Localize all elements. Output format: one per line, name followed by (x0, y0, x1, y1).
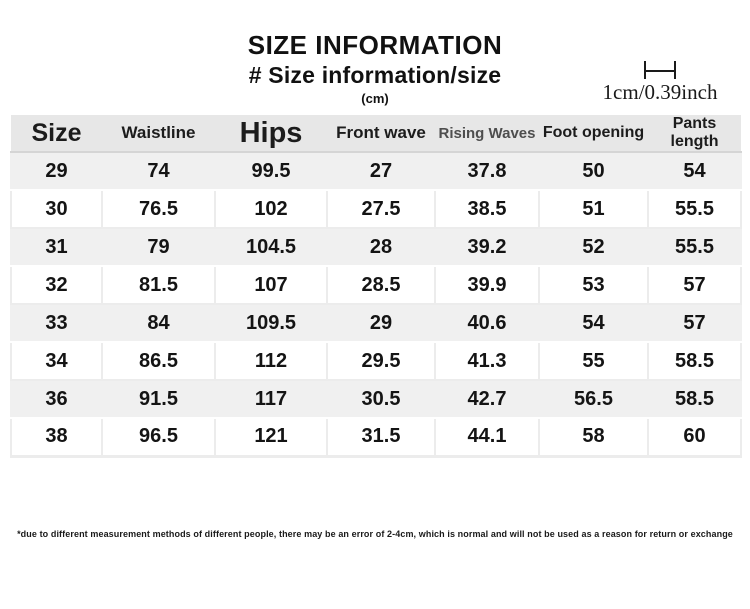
table-row-size-33: 33 84 109.5 29 40.6 54 57 (10, 303, 742, 343)
cell-foot-opening: 55 (538, 341, 649, 381)
table-row-size-32: 32 81.5 107 28.5 39.9 53 57 (10, 265, 742, 305)
cell-waistline: 79 (101, 227, 216, 267)
cell-foot-opening: 53 (538, 265, 649, 305)
cell-hips: 117 (214, 379, 328, 419)
cell-waistline: 74 (101, 151, 216, 191)
header-row: Size Waistline Hips Front wave Rising Waves F… (11, 115, 741, 153)
col-header-foot-opening: Foot opening (539, 115, 648, 153)
footnote: *due to different measurement methods of… (17, 529, 733, 539)
cell-waistline: 76.5 (101, 189, 216, 229)
cell-waistline: 84 (101, 303, 216, 343)
cell-front-wave: 29.5 (326, 341, 436, 381)
table-row-size-34: 34 86.5 112 29.5 41.3 55 58.5 (10, 341, 742, 381)
cell-pants-length: 57 (647, 265, 742, 305)
cell-waistline: 91.5 (101, 379, 216, 419)
col-header-size: Size (11, 115, 102, 153)
cell-front-wave: 28.5 (326, 265, 436, 305)
cell-hips: 107 (214, 265, 328, 305)
cell-front-wave: 27 (326, 151, 436, 191)
cell-rising-waves: 44.1 (434, 417, 540, 457)
table-row-size-36: 36 91.5 117 30.5 42.7 56.5 58.5 (10, 379, 742, 419)
size-table-body: 29 74 99.5 27 37.8 50 54 30 76.5 102 27.5 38.5 51 55.… (10, 151, 742, 457)
col-header-pants-length: Pants length (648, 115, 741, 153)
cell-foot-opening: 52 (538, 227, 649, 267)
cm-scale-icon (590, 60, 730, 80)
cell-hips: 104.5 (214, 227, 328, 267)
cell-hips: 99.5 (214, 151, 328, 191)
cell-foot-opening: 50 (538, 151, 649, 191)
cell-size: 38 (10, 417, 103, 457)
cell-front-wave: 29 (326, 303, 436, 343)
col-header-waistline: Waistline (102, 115, 215, 153)
cell-pants-length: 55.5 (647, 227, 742, 267)
cell-waistline: 81.5 (101, 265, 216, 305)
page-header: SIZE INFORMATION # Size information/size… (0, 0, 750, 106)
cell-size: 34 (10, 341, 103, 381)
cell-waistline: 86.5 (101, 341, 216, 381)
cell-pants-length: 60 (647, 417, 742, 457)
cell-pants-length: 55.5 (647, 189, 742, 229)
cell-pants-length: 54 (647, 151, 742, 191)
cell-size: 31 (10, 227, 103, 267)
cell-foot-opening: 58 (538, 417, 649, 457)
page-subtitle: # Size information/size (248, 62, 502, 88)
cell-front-wave: 31.5 (326, 417, 436, 457)
col-header-rising-waves: Rising Waves (435, 115, 539, 153)
cell-rising-waves: 39.2 (434, 227, 540, 267)
cell-size: 30 (10, 189, 103, 229)
page-title: SIZE INFORMATION (247, 30, 503, 60)
cell-rising-waves: 41.3 (434, 341, 540, 381)
table-row-size-31: 31 79 104.5 28 39.2 52 55.5 (10, 227, 742, 267)
cell-front-wave: 27.5 (326, 189, 436, 229)
cell-rising-waves: 40.6 (434, 303, 540, 343)
size-info-page: SIZE INFORMATION # Size information/size… (0, 0, 750, 539)
table-row-size-38: 38 96.5 121 31.5 44.1 58 60 (10, 417, 742, 457)
table-row-size-30: 30 76.5 102 27.5 38.5 51 55.5 (10, 189, 742, 229)
cell-hips: 102 (214, 189, 328, 229)
cell-pants-length: 58.5 (647, 379, 742, 419)
col-header-hips: Hips (215, 115, 327, 153)
cell-size: 36 (10, 379, 103, 419)
cell-size: 29 (10, 151, 103, 191)
cell-hips: 112 (214, 341, 328, 381)
scale-legend: 1cm/0.39inch (590, 60, 730, 104)
cell-rising-waves: 37.8 (434, 151, 540, 191)
cell-foot-opening: 54 (538, 303, 649, 343)
cell-pants-length: 58.5 (647, 341, 742, 381)
cell-rising-waves: 39.9 (434, 265, 540, 305)
cell-waistline: 96.5 (101, 417, 216, 457)
scale-label: 1cm/0.39inch (602, 80, 718, 104)
cell-foot-opening: 51 (538, 189, 649, 229)
cell-size: 32 (10, 265, 103, 305)
cell-rising-waves: 42.7 (434, 379, 540, 419)
unit-label: (cm) (361, 91, 389, 106)
cell-front-wave: 30.5 (326, 379, 436, 419)
cell-size: 33 (10, 303, 103, 343)
col-header-front-wave: Front wave (327, 115, 435, 153)
table-row-size-29: 29 74 99.5 27 37.8 50 54 (10, 151, 742, 191)
cell-rising-waves: 38.5 (434, 189, 540, 229)
cell-pants-length: 57 (647, 303, 742, 343)
cell-front-wave: 28 (326, 227, 436, 267)
cell-hips: 109.5 (214, 303, 328, 343)
size-table: Size Waistline Hips Front wave Rising Waves F… (10, 115, 742, 458)
size-table-header: Size Waistline Hips Front wave Rising Waves F… (11, 115, 741, 153)
cell-hips: 121 (214, 417, 328, 457)
cell-foot-opening: 56.5 (538, 379, 649, 419)
